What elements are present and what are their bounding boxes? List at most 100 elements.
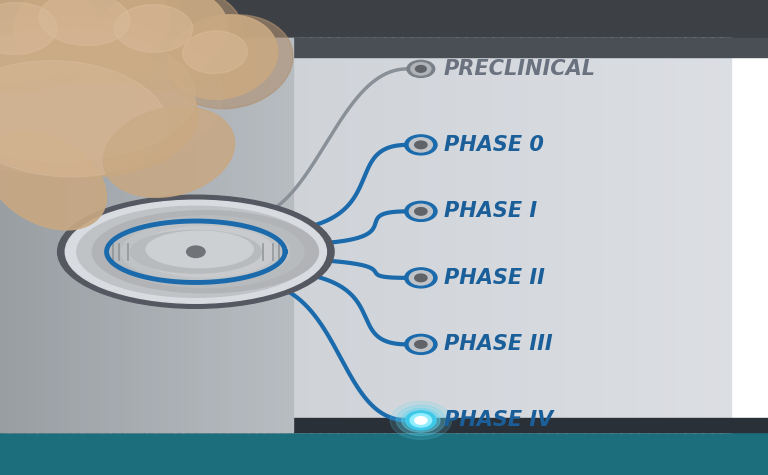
Bar	[301, 38, 312, 432]
Bar	[263, 38, 272, 432]
Bar	[620, 38, 631, 432]
Bar	[474, 38, 485, 432]
Bar	[110, 38, 118, 432]
Bar	[155, 38, 166, 432]
Bar	[45, 38, 56, 432]
Bar	[319, 38, 330, 432]
Bar	[346, 38, 357, 432]
Ellipse shape	[107, 216, 304, 287]
Bar	[611, 38, 621, 432]
Bar	[429, 38, 439, 432]
Bar	[15, 38, 24, 432]
Bar	[146, 38, 157, 432]
Bar	[438, 38, 449, 432]
Bar	[283, 38, 293, 432]
Circle shape	[409, 204, 432, 218]
Bar	[101, 38, 111, 432]
Bar	[329, 38, 339, 432]
Text: PRECLINICAL: PRECLINICAL	[444, 59, 596, 79]
Bar	[182, 38, 193, 432]
Bar	[255, 38, 264, 432]
Ellipse shape	[77, 206, 315, 297]
Ellipse shape	[39, 0, 130, 46]
Ellipse shape	[183, 31, 247, 74]
Circle shape	[187, 246, 205, 257]
Bar	[138, 38, 147, 432]
Bar	[8, 38, 16, 432]
Text: PHASE II: PHASE II	[444, 268, 545, 288]
Ellipse shape	[0, 28, 196, 162]
Bar	[0, 418, 768, 432]
Bar	[146, 38, 155, 432]
Bar	[657, 38, 667, 432]
Ellipse shape	[0, 0, 98, 83]
Bar	[197, 38, 206, 432]
Ellipse shape	[168, 15, 293, 109]
Bar	[73, 38, 84, 432]
Bar	[200, 38, 211, 432]
Ellipse shape	[150, 232, 260, 272]
Bar	[124, 38, 133, 432]
Ellipse shape	[114, 5, 193, 52]
Bar	[0, 38, 9, 432]
Bar	[574, 38, 585, 432]
Bar	[80, 38, 89, 432]
Bar	[37, 38, 45, 432]
Bar	[64, 38, 74, 432]
Bar	[167, 38, 177, 432]
Circle shape	[410, 414, 432, 427]
Bar	[109, 38, 120, 432]
Bar	[154, 38, 162, 432]
Circle shape	[390, 401, 452, 439]
Bar	[310, 38, 321, 432]
Ellipse shape	[146, 231, 253, 267]
Bar	[465, 38, 475, 432]
Bar	[602, 38, 613, 432]
Bar	[383, 38, 394, 432]
Bar	[237, 38, 248, 432]
Bar	[638, 38, 649, 432]
Circle shape	[407, 60, 435, 77]
Circle shape	[415, 66, 426, 72]
Bar	[547, 38, 558, 432]
Bar	[447, 38, 458, 432]
Bar	[584, 38, 594, 432]
Bar	[538, 38, 548, 432]
Bar	[483, 38, 494, 432]
Bar	[204, 38, 213, 432]
Bar	[666, 38, 677, 432]
Bar	[593, 38, 604, 432]
Circle shape	[411, 63, 431, 75]
Bar	[51, 38, 60, 432]
Bar	[58, 38, 68, 432]
Bar	[137, 38, 147, 432]
Bar	[210, 38, 220, 432]
Ellipse shape	[0, 60, 167, 177]
Ellipse shape	[0, 42, 198, 177]
Bar	[91, 38, 102, 432]
Bar	[270, 38, 279, 432]
Bar	[175, 38, 184, 432]
Bar	[247, 38, 257, 432]
Circle shape	[405, 334, 437, 354]
Bar	[117, 38, 126, 432]
Bar	[127, 38, 138, 432]
Ellipse shape	[167, 15, 278, 99]
Bar	[0, 38, 11, 432]
Bar	[233, 38, 243, 432]
Text: PHASE III: PHASE III	[444, 334, 552, 354]
Circle shape	[409, 271, 432, 285]
Bar	[292, 38, 303, 432]
Bar	[684, 38, 694, 432]
Ellipse shape	[58, 195, 334, 308]
Bar	[118, 38, 129, 432]
Ellipse shape	[14, 0, 186, 85]
Circle shape	[396, 405, 445, 436]
Bar	[511, 38, 521, 432]
Bar	[82, 38, 93, 432]
Bar	[102, 38, 111, 432]
Bar	[702, 38, 713, 432]
Bar	[520, 38, 531, 432]
Bar	[88, 38, 97, 432]
Circle shape	[415, 274, 427, 282]
